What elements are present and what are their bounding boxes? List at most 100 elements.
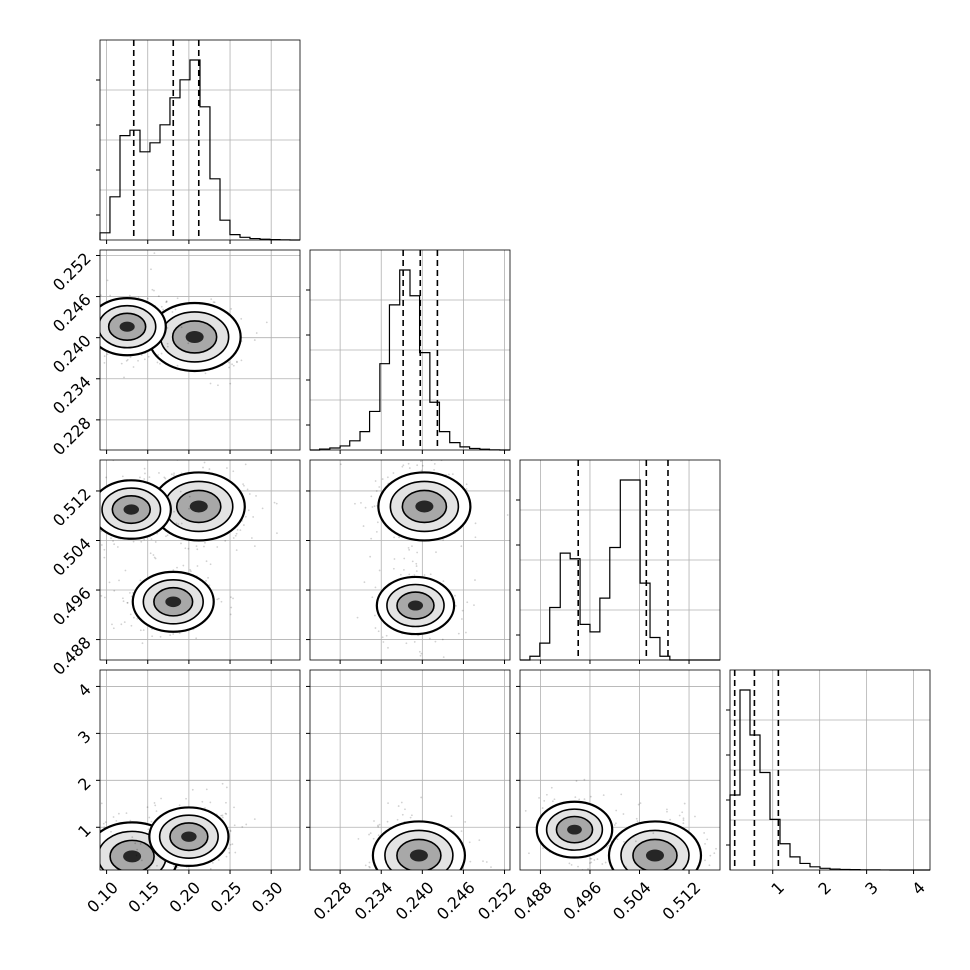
scatter-point	[74, 862, 76, 864]
scatter-point	[195, 545, 198, 548]
scatter-point	[85, 865, 87, 867]
scatter-point	[386, 476, 389, 479]
scatter-point	[126, 601, 129, 604]
scatter-point	[162, 308, 164, 311]
histogram-panel-2	[516, 459, 721, 664]
scatter-point	[640, 874, 642, 876]
scatter-point	[614, 885, 616, 887]
scatter-point	[465, 483, 468, 486]
scatter-point	[678, 877, 680, 879]
scatter-point	[228, 366, 230, 369]
scatter-point	[131, 836, 134, 838]
scatter-point	[578, 798, 581, 801]
scatter-point	[172, 569, 175, 572]
scatter-point	[156, 864, 158, 867]
scatter-point	[181, 871, 183, 873]
scatter-point	[590, 857, 593, 860]
scatter-point	[68, 857, 70, 859]
scatter-point	[593, 859, 596, 861]
scatter-point	[628, 872, 630, 874]
scatter-point	[375, 490, 378, 492]
scatter-point	[83, 858, 85, 860]
scatter-point	[381, 478, 384, 480]
scatter-point	[160, 305, 163, 308]
scatter-point	[399, 880, 401, 882]
scatter-point	[354, 502, 356, 505]
scatter-point	[474, 579, 476, 581]
scatter-point	[83, 849, 85, 851]
scatter-point	[243, 484, 245, 487]
scatter-point	[253, 339, 256, 341]
scatter-point	[126, 358, 129, 361]
scatter-point	[132, 366, 135, 368]
scatter-point	[124, 569, 127, 572]
scatter-point	[205, 579, 207, 582]
scatter-point	[403, 568, 405, 571]
scatter-point	[429, 872, 431, 874]
scatter-point	[180, 326, 183, 329]
scatter-point	[402, 464, 405, 467]
scatter-point	[405, 872, 407, 874]
scatter-point	[430, 874, 432, 876]
scatter-point	[64, 528, 66, 530]
scatter-point	[406, 884, 408, 886]
scatter-point	[110, 537, 112, 540]
scatter-point	[413, 641, 416, 643]
scatter-point	[465, 631, 467, 634]
x-tick-label: 0.488	[510, 878, 556, 924]
scatter-point	[148, 476, 151, 479]
scatter-point	[155, 810, 158, 813]
scatter-point	[97, 520, 99, 522]
scatter-point	[229, 843, 232, 846]
scatter-point	[408, 467, 411, 469]
scatter-point	[607, 878, 609, 880]
scatter-point	[244, 463, 247, 466]
scatter-point	[466, 601, 469, 604]
scatter-point	[373, 505, 376, 508]
scatter-point	[177, 523, 180, 525]
scatter-point	[119, 871, 121, 873]
density-region	[64, 460, 278, 645]
scatter-point	[517, 861, 519, 863]
scatter-point	[236, 361, 238, 364]
scatter-point	[96, 883, 98, 885]
density-region	[357, 796, 492, 892]
scatter-point	[441, 890, 443, 892]
scatter-point	[150, 538, 153, 541]
scatter-point	[125, 359, 128, 362]
scatter-point	[515, 816, 517, 818]
scatter-point	[201, 800, 204, 803]
scatter-point	[426, 871, 428, 873]
scatter-point	[204, 541, 206, 544]
scatter-point	[637, 803, 640, 806]
scatter-point	[545, 793, 548, 796]
scatter-point	[110, 830, 112, 833]
histogram-step-2	[520, 479, 720, 661]
scatter-point	[236, 528, 239, 531]
scatter-point	[442, 656, 445, 659]
scatter-point	[485, 861, 488, 863]
scatter-point	[178, 632, 181, 634]
scatter-point	[123, 376, 125, 379]
scatter-point	[748, 898, 750, 900]
scatter-point	[464, 821, 467, 823]
scatter-point	[408, 880, 410, 882]
density-peak	[567, 824, 582, 835]
scatter-point	[81, 320, 83, 322]
scatter-point	[668, 891, 670, 893]
x-tick-label: 0.246	[433, 878, 479, 924]
scatter-point	[191, 788, 194, 791]
scatter-point	[672, 878, 674, 880]
scatter-point	[429, 573, 432, 576]
scatter-point	[613, 824, 616, 826]
scatter-point	[399, 573, 402, 576]
scatter-point	[79, 319, 81, 321]
scatter-point	[620, 793, 623, 796]
scatter-point	[220, 814, 223, 817]
scatter-point	[613, 884, 615, 886]
scatter-point	[211, 861, 214, 864]
scatter-point	[147, 828, 150, 831]
scatter-point	[166, 345, 169, 348]
scatter-point	[377, 834, 380, 837]
scatter-point	[232, 364, 235, 367]
